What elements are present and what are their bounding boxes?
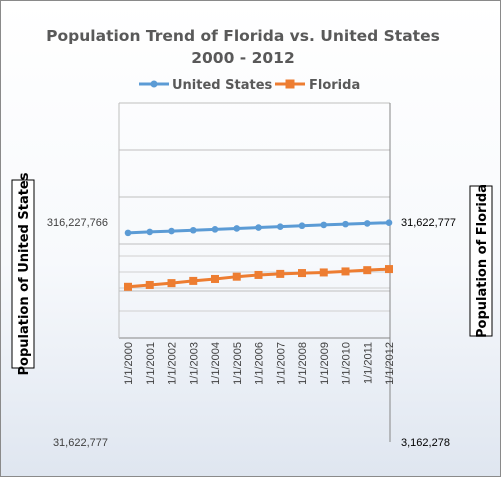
florida-point (385, 265, 393, 274)
category-label: 1/1/2007 (275, 342, 287, 385)
chart-title-line2: 2000 - 2012 (191, 49, 295, 67)
us-point (168, 227, 175, 235)
legend-us-label: United States (172, 78, 273, 93)
category-label: 1/1/2002 (167, 342, 179, 385)
category-label: 1/1/2011 (362, 342, 374, 384)
chart-title-line1: Population Trend of Florida vs. United S… (46, 27, 440, 45)
right-tick-label-bottom: 3,162,278 (401, 437, 450, 449)
us-point (211, 226, 219, 233)
left-tick-label-bottom: 31,622,777 (53, 437, 108, 449)
legend: United States Florida (139, 78, 360, 93)
us-point (233, 225, 241, 232)
category-label: 1/1/2006 (254, 342, 266, 385)
florida-point (319, 268, 328, 277)
us-point (320, 221, 328, 229)
us-point (276, 223, 284, 230)
florida-point (145, 280, 154, 289)
us-point (146, 228, 154, 236)
category-label: 1/1/2000 (123, 342, 135, 385)
florida-point (211, 274, 219, 283)
category-labels: 1/1/2000 1/1/2001 1/1/2002 1/1/2003 1/1/2004… (123, 342, 396, 385)
category-label: 1/1/2009 (319, 342, 331, 385)
us-point (189, 226, 197, 234)
gridlines (119, 102, 390, 339)
us-point (255, 224, 262, 231)
category-label: 1/1/2001 (145, 342, 157, 385)
florida-point (363, 266, 372, 275)
right-tick-label-top: 31,622,777 (401, 217, 456, 229)
florida-point (189, 276, 198, 285)
florida-point (298, 269, 306, 278)
category-label: 1/1/2012 (384, 342, 396, 385)
category-label: 1/1/2004 (210, 342, 222, 385)
florida-point (276, 269, 285, 278)
category-label: 1/1/2005 (232, 342, 244, 385)
category-label: 1/1/2010 (341, 342, 353, 385)
left-axis-title: Population of United States (17, 172, 32, 375)
us-point (342, 220, 349, 228)
florida-point (341, 267, 350, 276)
legend-us-marker (150, 80, 158, 88)
florida-point (124, 282, 132, 291)
us-point (298, 222, 306, 230)
us-point (363, 220, 371, 227)
right-axis-title: Population of Florida (475, 184, 490, 338)
florida-point (254, 270, 263, 279)
left-axis-title-box (11, 179, 35, 369)
legend-fl-label: Florida (309, 78, 360, 93)
us-point (124, 229, 132, 237)
category-label: 1/1/2008 (297, 342, 309, 385)
right-axis-title-box (469, 185, 493, 337)
legend-fl-marker (285, 79, 295, 89)
series-markers (124, 219, 393, 291)
florida-point (232, 272, 241, 281)
florida-point (167, 279, 176, 288)
category-label: 1/1/2003 (188, 342, 200, 385)
us-point (385, 219, 393, 227)
left-tick-label-top: 316,227,766 (47, 217, 108, 229)
